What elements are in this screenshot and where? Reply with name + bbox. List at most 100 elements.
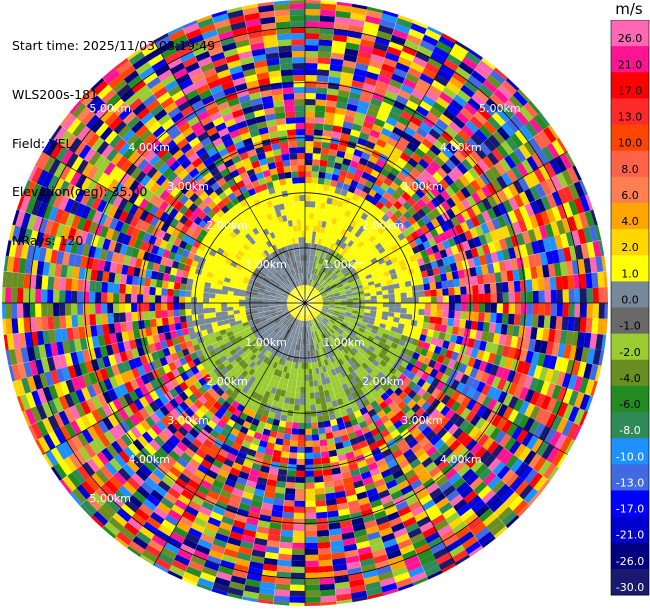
gate [428,359,437,369]
gate [496,292,503,303]
gate [327,270,334,277]
gate [441,317,449,326]
gate [345,311,352,316]
gate [305,548,319,555]
gate [325,276,331,282]
gate [478,303,485,313]
gate [476,349,485,361]
gate [370,328,378,335]
gate [377,379,386,388]
gate [422,441,434,453]
gate [41,303,48,317]
gate [457,464,471,477]
gate [339,465,350,474]
gate [440,189,451,201]
gate [311,231,317,238]
gate [305,147,314,154]
gate [348,386,356,394]
gate [435,41,452,54]
gate [203,292,210,298]
gate [354,237,362,245]
gate [257,300,264,303]
gate [589,364,599,381]
gate [329,143,339,151]
gate [513,314,521,326]
gate [357,240,365,248]
gate [500,140,514,155]
gate [472,311,479,322]
gate [17,287,24,303]
gate [548,263,556,278]
gate [257,303,264,306]
gate [604,303,608,319]
gate [398,205,408,215]
gate [320,3,337,11]
gate [376,30,393,41]
gate [377,258,386,265]
gate [363,246,371,254]
gate [339,310,347,314]
gate [376,112,388,123]
gate [291,554,305,561]
gate [346,393,354,402]
gate [364,309,371,314]
gate [563,344,572,360]
gate [383,329,391,336]
gate [363,431,374,440]
gate [545,208,557,224]
gate [365,140,376,150]
gate [426,329,435,338]
gate [441,33,457,44]
gate [348,320,356,325]
gate [328,296,335,300]
gate [400,334,408,342]
gate [428,275,436,284]
gate [379,400,389,410]
gate [461,240,471,252]
gate [345,407,354,415]
gate [331,400,339,408]
gate [375,345,383,352]
gate [340,370,347,378]
gate [466,455,479,469]
gate [316,316,322,322]
gate [300,380,305,387]
gate [333,340,339,347]
gate [334,309,341,313]
gate [371,472,384,483]
gate [360,126,372,135]
gate [476,274,484,285]
gate [482,155,495,169]
gate [413,332,421,341]
gate [390,429,401,439]
gate [422,240,432,250]
gate [149,294,156,303]
gate [431,79,446,92]
gate [491,178,503,192]
gate [327,329,334,336]
gate [161,317,169,326]
gate [490,312,497,324]
gate [365,71,380,81]
gate [327,309,334,313]
gate [590,209,598,226]
gate [325,106,336,114]
gate [317,270,322,277]
gate [502,406,514,420]
gate [312,281,316,287]
gate [425,164,437,176]
gate [504,236,514,249]
gate [504,357,514,370]
gate [592,349,602,366]
gate [454,310,461,320]
gate [316,523,329,531]
gate [274,492,285,500]
gate [323,333,328,340]
gate [373,42,389,52]
gate [374,242,383,251]
gate [337,365,344,373]
gate [487,475,502,490]
gate [395,17,413,29]
gate [454,178,466,191]
gate [492,130,506,145]
